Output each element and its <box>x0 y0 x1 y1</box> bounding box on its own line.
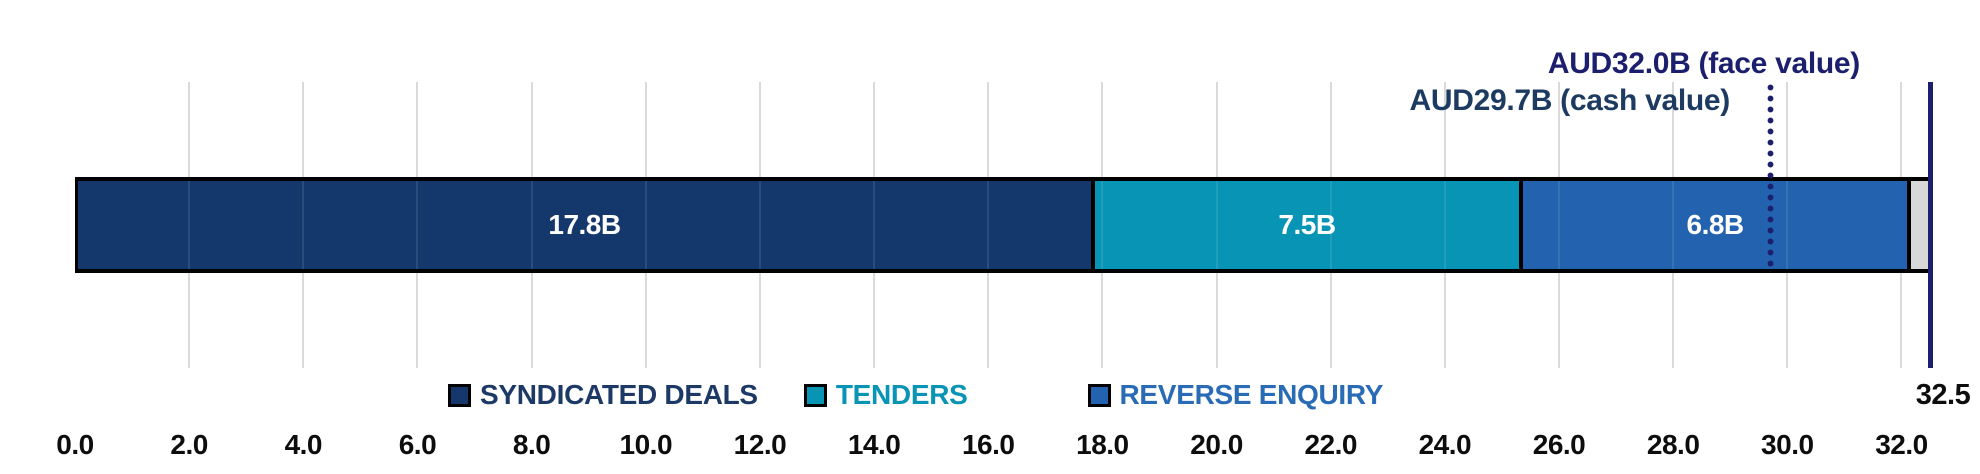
x-tick-label: 6.0 <box>398 429 437 460</box>
limit-line <box>1928 82 1933 368</box>
x-tick-label: 8.0 <box>512 429 551 460</box>
legend-item-reverse-enquiry: REVERSE ENQUIRY <box>1087 379 1384 411</box>
legend-label: TENDERS <box>835 379 968 410</box>
bar-segment-tenders: 7.5B <box>1090 177 1520 273</box>
x-tick-label: 26.0 <box>1532 429 1586 460</box>
bar-gridline-overlay <box>188 181 191 269</box>
face-value-annotation: AUD32.0B (face value) <box>1547 47 1860 80</box>
legend-label: SYNDICATED DEALS <box>480 379 758 410</box>
bar-segment-value-label: 17.8B <box>548 209 621 240</box>
x-tick-label: 24.0 <box>1418 429 1472 460</box>
bar-gridline-overlay <box>1443 181 1446 269</box>
x-tick-label: 18.0 <box>1076 429 1129 460</box>
x-tick-label: 22.0 <box>1304 429 1357 460</box>
x-tick-label: 30.0 <box>1761 429 1814 460</box>
x-tick-label: 2.0 <box>170 429 208 460</box>
bar-gridline-overlay <box>873 181 876 269</box>
cash-value-marker-line <box>1766 82 1774 272</box>
legend-label: REVERSE ENQUIRY <box>1119 379 1384 410</box>
bar-gridline-overlay <box>1101 181 1104 269</box>
bar-gridline-overlay <box>1558 181 1560 269</box>
bar-gridline-overlay <box>758 181 761 269</box>
legend-swatch-icon <box>1087 383 1111 407</box>
bar-segment-remainder <box>1907 177 1930 273</box>
x-tick-label: 4.0 <box>284 429 323 460</box>
bar-gridline-overlay <box>1786 181 1789 269</box>
bar-gridline-overlay <box>302 181 305 269</box>
bar-segment-value-label: 6.8B <box>1686 209 1745 240</box>
bar-gridline-overlay <box>644 181 647 269</box>
legend-swatch-icon <box>448 383 471 407</box>
legend-item-tenders: TENDERS <box>803 379 968 411</box>
limit-tick-label: 32.5 <box>1915 379 1971 411</box>
bar-gridline-overlay <box>1215 181 1218 269</box>
x-tick-label: 28.0 <box>1646 429 1700 460</box>
x-tick-label: 20.0 <box>1190 429 1243 460</box>
x-tick-label: 32.0 <box>1875 429 1928 460</box>
bar-gridline-overlay <box>1672 181 1675 269</box>
bar-gridline-overlay <box>1329 181 1332 269</box>
stacked-bar: 17.8B 7.5B 6.8B <box>75 177 1930 273</box>
x-tick-label: 0.0 <box>56 429 94 460</box>
bar-gridline-overlay <box>530 181 533 269</box>
bar-gridline-overlay <box>987 181 990 269</box>
legend-swatch-icon <box>803 383 827 407</box>
legend-item-syndicated-deals: SYNDICATED DEALS <box>448 379 758 411</box>
bar-segment-value-label: 7.5B <box>1278 209 1336 240</box>
x-tick-label: 10.0 <box>619 429 673 460</box>
x-tick-label: 12.0 <box>733 429 787 460</box>
bar-segment-syndicated-deals: 17.8B <box>75 177 1091 273</box>
cash-value-annotation: AUD29.7B (cash value) <box>1409 84 1731 117</box>
legend: SYNDICATED DEALS TENDERS REVERSE ENQUIRY <box>448 379 1383 411</box>
bar-gridline-overlay <box>416 181 419 269</box>
bar-segment-reverse-enquiry: 6.8B <box>1519 177 1908 273</box>
x-tick-label: 14.0 <box>847 429 901 460</box>
x-tick-label: 16.0 <box>961 429 1015 460</box>
